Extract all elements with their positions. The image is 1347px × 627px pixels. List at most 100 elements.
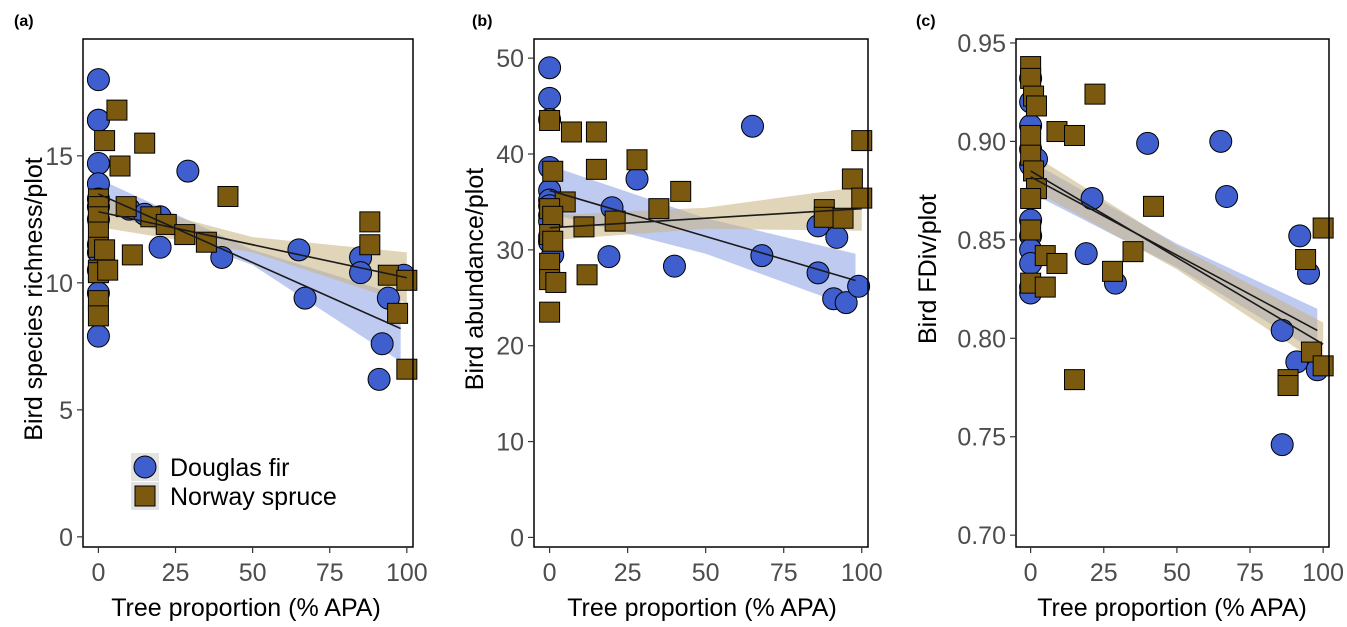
panel-label: (c)	[916, 13, 936, 30]
y-tick-label: 0.80	[957, 325, 1006, 353]
spruce-point	[1142, 195, 1164, 217]
y-tick-label: 0	[59, 524, 73, 552]
spruce-point	[539, 301, 561, 323]
y-tick-label: 5	[59, 397, 73, 425]
douglas-point	[538, 86, 562, 110]
spruce-point	[359, 234, 381, 256]
spruce-point	[1020, 124, 1042, 146]
x-tick-label: 0	[1024, 559, 1038, 587]
x-tick-label: 100	[1302, 559, 1344, 587]
spruce-point	[604, 210, 626, 232]
spruce-point	[1277, 375, 1299, 397]
douglas-point	[625, 167, 649, 191]
douglas-point	[741, 114, 765, 138]
y-tick-label: 40	[496, 141, 524, 169]
douglas-point	[1288, 224, 1312, 248]
legend-douglas-marker	[133, 455, 157, 479]
legend-spruce-label: Norway spruce	[170, 483, 337, 511]
spruce-point	[134, 132, 156, 154]
spruce-fit-line	[1030, 170, 1324, 345]
x-tick-label: 0	[91, 559, 105, 587]
y-tick-label: 0.70	[957, 522, 1006, 550]
spruce-point	[106, 99, 128, 121]
y-axis-title: Bird species richness/plot	[20, 157, 48, 441]
douglas-point	[349, 261, 373, 285]
spruce-point	[851, 130, 873, 152]
douglas-point	[287, 238, 311, 262]
spruce-point	[841, 168, 863, 190]
spruce-fit-line	[98, 210, 407, 279]
spruce-confidence-band	[1030, 153, 1324, 366]
douglas-point	[1136, 131, 1160, 155]
douglas-point	[1074, 242, 1098, 266]
plot-frame	[1015, 38, 1330, 548]
spruce-point	[109, 155, 131, 177]
spruce-point	[851, 187, 873, 209]
panel-b: (b) Bird abundance/plot Tree proportion …	[461, 13, 883, 622]
spruce-point	[545, 271, 567, 293]
y-tick-label: 0.85	[957, 227, 1006, 255]
spruce-point	[97, 259, 119, 281]
spruce-point	[626, 149, 648, 171]
spruce-point	[1034, 276, 1056, 298]
y-tick-label: 20	[496, 333, 524, 361]
spruce-point	[585, 158, 607, 180]
panel-a: (a) Bird species richness/plot Tree prop…	[14, 13, 428, 622]
douglas-point	[1209, 129, 1233, 153]
douglas-point	[662, 254, 686, 278]
y-tick-label: 0	[510, 524, 524, 552]
panel-label: (a)	[14, 13, 34, 30]
x-tick-label: 75	[1236, 559, 1264, 587]
douglas-point	[847, 274, 871, 298]
spruce-point	[387, 302, 409, 324]
douglas-point	[597, 245, 621, 269]
spruce-point	[1102, 260, 1124, 282]
y-tick-label: 10	[45, 270, 73, 298]
douglas-fit-line	[549, 189, 856, 282]
plot-frame	[82, 38, 414, 548]
spruce-point	[121, 244, 143, 266]
y-tick-label: 10	[496, 429, 524, 457]
x-tick-label: 50	[239, 559, 267, 587]
spruce-point	[560, 121, 582, 143]
legend-douglas-label: Douglas fir	[170, 454, 290, 482]
spruce-point	[396, 269, 418, 291]
spruce-point	[359, 211, 381, 233]
douglas-point	[370, 332, 394, 356]
spruce-point	[576, 264, 598, 286]
spruce-point	[1064, 369, 1086, 391]
douglas-point	[1270, 433, 1294, 457]
y-tick-label: 0.75	[957, 424, 1006, 452]
y-tick-label: 0.95	[957, 30, 1006, 58]
x-tick-label: 75	[770, 559, 798, 587]
x-tick-label: 75	[316, 559, 344, 587]
douglas-point	[538, 56, 562, 80]
spruce-point	[94, 130, 116, 152]
x-tick-label: 0	[543, 559, 557, 587]
spruce-point	[542, 205, 564, 227]
x-axis-title: Tree proportion (% APA)	[567, 594, 837, 622]
spruce-point	[1084, 83, 1106, 105]
douglas-point	[806, 261, 830, 285]
douglas-point	[1270, 318, 1294, 342]
douglas-confidence-band	[549, 165, 856, 309]
douglas-point	[1215, 185, 1239, 209]
spruce-point	[1025, 95, 1047, 117]
plot-area: 0 25 50 75 100 0 10 20 30 40 50	[496, 38, 883, 587]
spruce-point	[396, 358, 418, 380]
spruce-point	[539, 109, 561, 131]
spruce-fit-line	[549, 207, 862, 229]
spruce-point	[1046, 252, 1068, 274]
x-tick-label: 50	[1163, 559, 1191, 587]
spruce-point	[1046, 121, 1068, 143]
y-axis-title: Bird abundance/plot	[461, 168, 489, 390]
spruce-point	[648, 198, 670, 220]
x-axis-title: Tree proportion (% APA)	[1037, 594, 1307, 622]
panel-label: (b)	[472, 13, 492, 30]
panel-c: (c) Bird FDiv/plot Tree proportion (% AP…	[914, 13, 1344, 622]
douglas-point	[367, 367, 391, 391]
legend-spruce-marker	[134, 485, 156, 507]
douglas-point	[86, 151, 110, 175]
spruce-point	[1312, 355, 1334, 377]
spruce-point	[1122, 241, 1144, 263]
